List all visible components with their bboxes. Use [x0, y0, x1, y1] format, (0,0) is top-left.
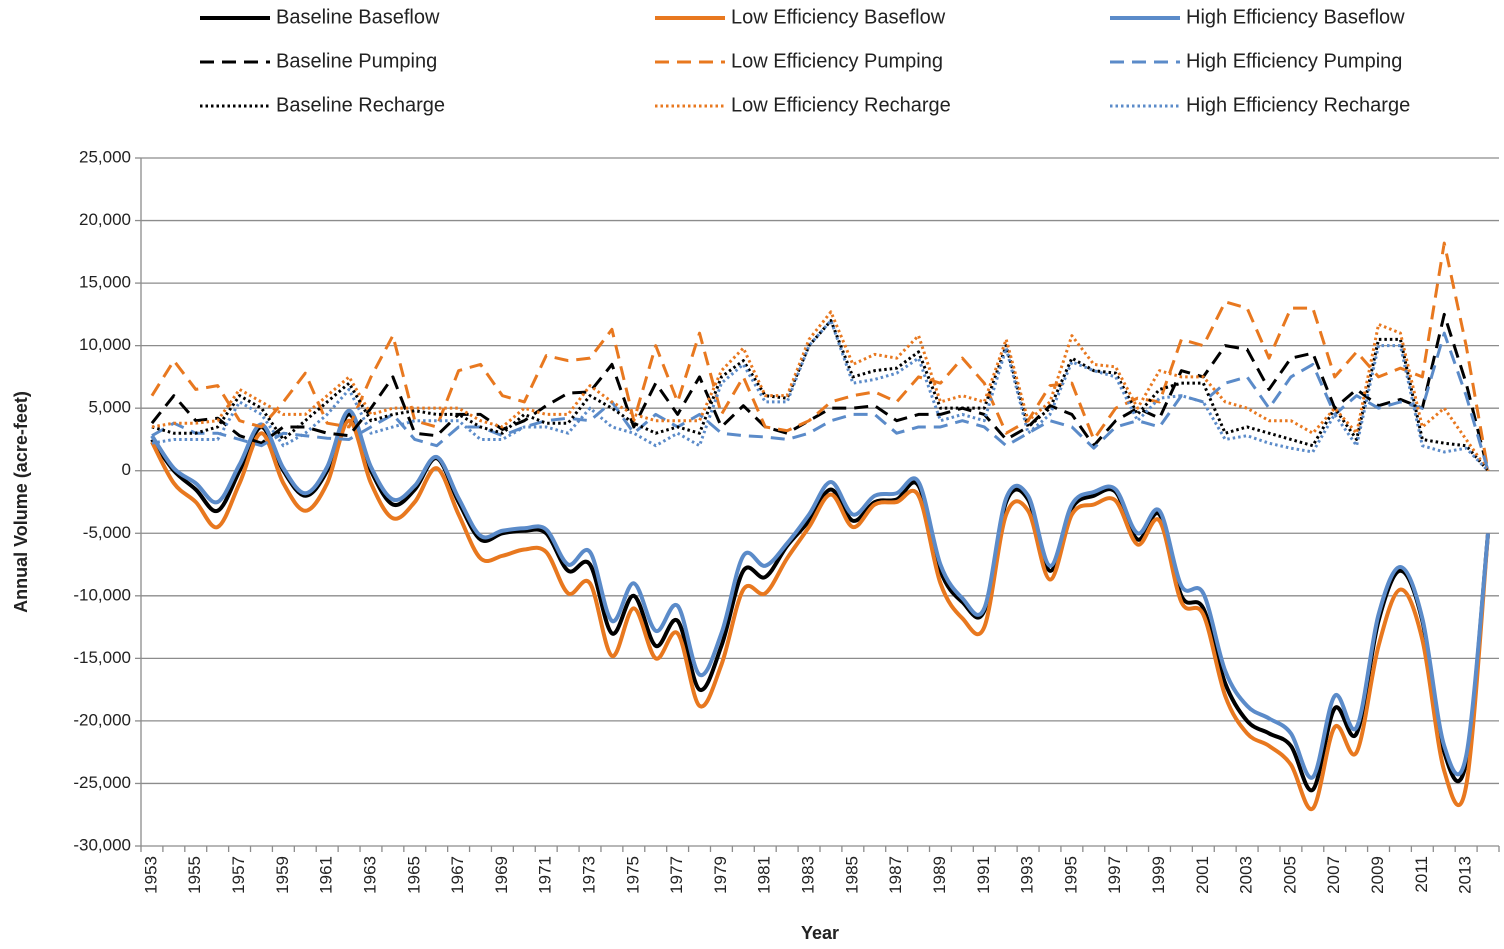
x-tick-label: 1973 [580, 856, 599, 894]
series-line [150, 408, 1491, 780]
x-tick-label: 1989 [930, 856, 949, 894]
y-tick-label: -5,000 [83, 523, 131, 542]
x-tick-label: 1959 [273, 856, 292, 894]
x-tick-label: 2011 [1412, 856, 1431, 893]
x-tick-label: 1963 [360, 856, 379, 894]
y-tick-label: -25,000 [73, 773, 131, 792]
x-tick-label: 2005 [1280, 856, 1299, 894]
x-tick-label: 2009 [1368, 856, 1387, 894]
x-tick-label: 1995 [1061, 856, 1080, 894]
series-line [151, 319, 1490, 472]
x-tick-label: 1983 [799, 856, 818, 894]
y-tick-label: -15,000 [73, 648, 131, 667]
y-tick-label: 15,000 [79, 273, 131, 292]
y-tick-label: 5,000 [88, 398, 131, 417]
legend-label: Baseline Recharge [276, 94, 445, 116]
legend-label: Low Efficiency Recharge [731, 94, 951, 116]
x-tick-label: 1997 [1105, 856, 1124, 894]
x-tick-label: 2013 [1456, 856, 1475, 894]
series-line [151, 331, 1490, 472]
y-tick-label: -30,000 [73, 835, 131, 854]
x-tick-label: 1979 [711, 856, 730, 894]
x-tick-label: 1969 [492, 856, 511, 894]
legend-label: High Efficiency Pumping [1186, 50, 1402, 72]
x-axis-title: Year [801, 923, 839, 943]
x-tick-label: 1987 [886, 856, 905, 894]
y-tick-label: 10,000 [79, 335, 131, 354]
series-line [150, 418, 1491, 811]
x-tick-label: 1981 [755, 856, 774, 894]
series-line [151, 319, 1490, 472]
legend-label: Baseline Pumping [276, 50, 437, 72]
y-tick-label: -20,000 [73, 710, 131, 729]
y-axis-title: Annual Volume (acre-feet) [11, 391, 31, 613]
x-tick-label: 2001 [1193, 856, 1212, 894]
x-tick-label: 2007 [1324, 856, 1343, 894]
x-tick-label: 1991 [974, 856, 993, 894]
legend-label: High Efficiency Baseflow [1186, 6, 1405, 28]
x-tick-label: 1999 [1149, 856, 1168, 894]
legend-label: High Efficiency Recharge [1186, 94, 1410, 116]
x-tick-label: 1977 [667, 856, 686, 894]
x-tick-label: 1985 [842, 856, 861, 894]
series-line [150, 312, 1490, 472]
x-tick-label: 2003 [1237, 856, 1256, 894]
legend-label: Low Efficiency Pumping [731, 50, 943, 72]
x-tick-label: 1957 [229, 856, 248, 894]
x-tick-label: 1955 [185, 856, 204, 894]
x-tick-label: 1971 [536, 856, 555, 894]
x-tick-label: 1967 [448, 856, 467, 894]
x-tick-label: 1961 [317, 856, 336, 894]
y-tick-label: 20,000 [79, 210, 131, 229]
series-line [150, 412, 1491, 793]
x-tick-label: 1993 [1018, 856, 1037, 894]
legend-label: Low Efficiency Baseflow [731, 6, 946, 28]
y-tick-label: 0 [122, 460, 131, 479]
series-line [150, 241, 1490, 471]
legend-label: Baseline Baseflow [276, 6, 440, 28]
x-tick-label: 1953 [141, 856, 160, 894]
y-tick-label: -10,000 [73, 585, 131, 604]
y-tick-label: 25,000 [79, 147, 131, 166]
x-tick-label: 1965 [404, 856, 423, 894]
series-line [151, 310, 1490, 472]
x-tick-label: 1975 [623, 856, 642, 894]
